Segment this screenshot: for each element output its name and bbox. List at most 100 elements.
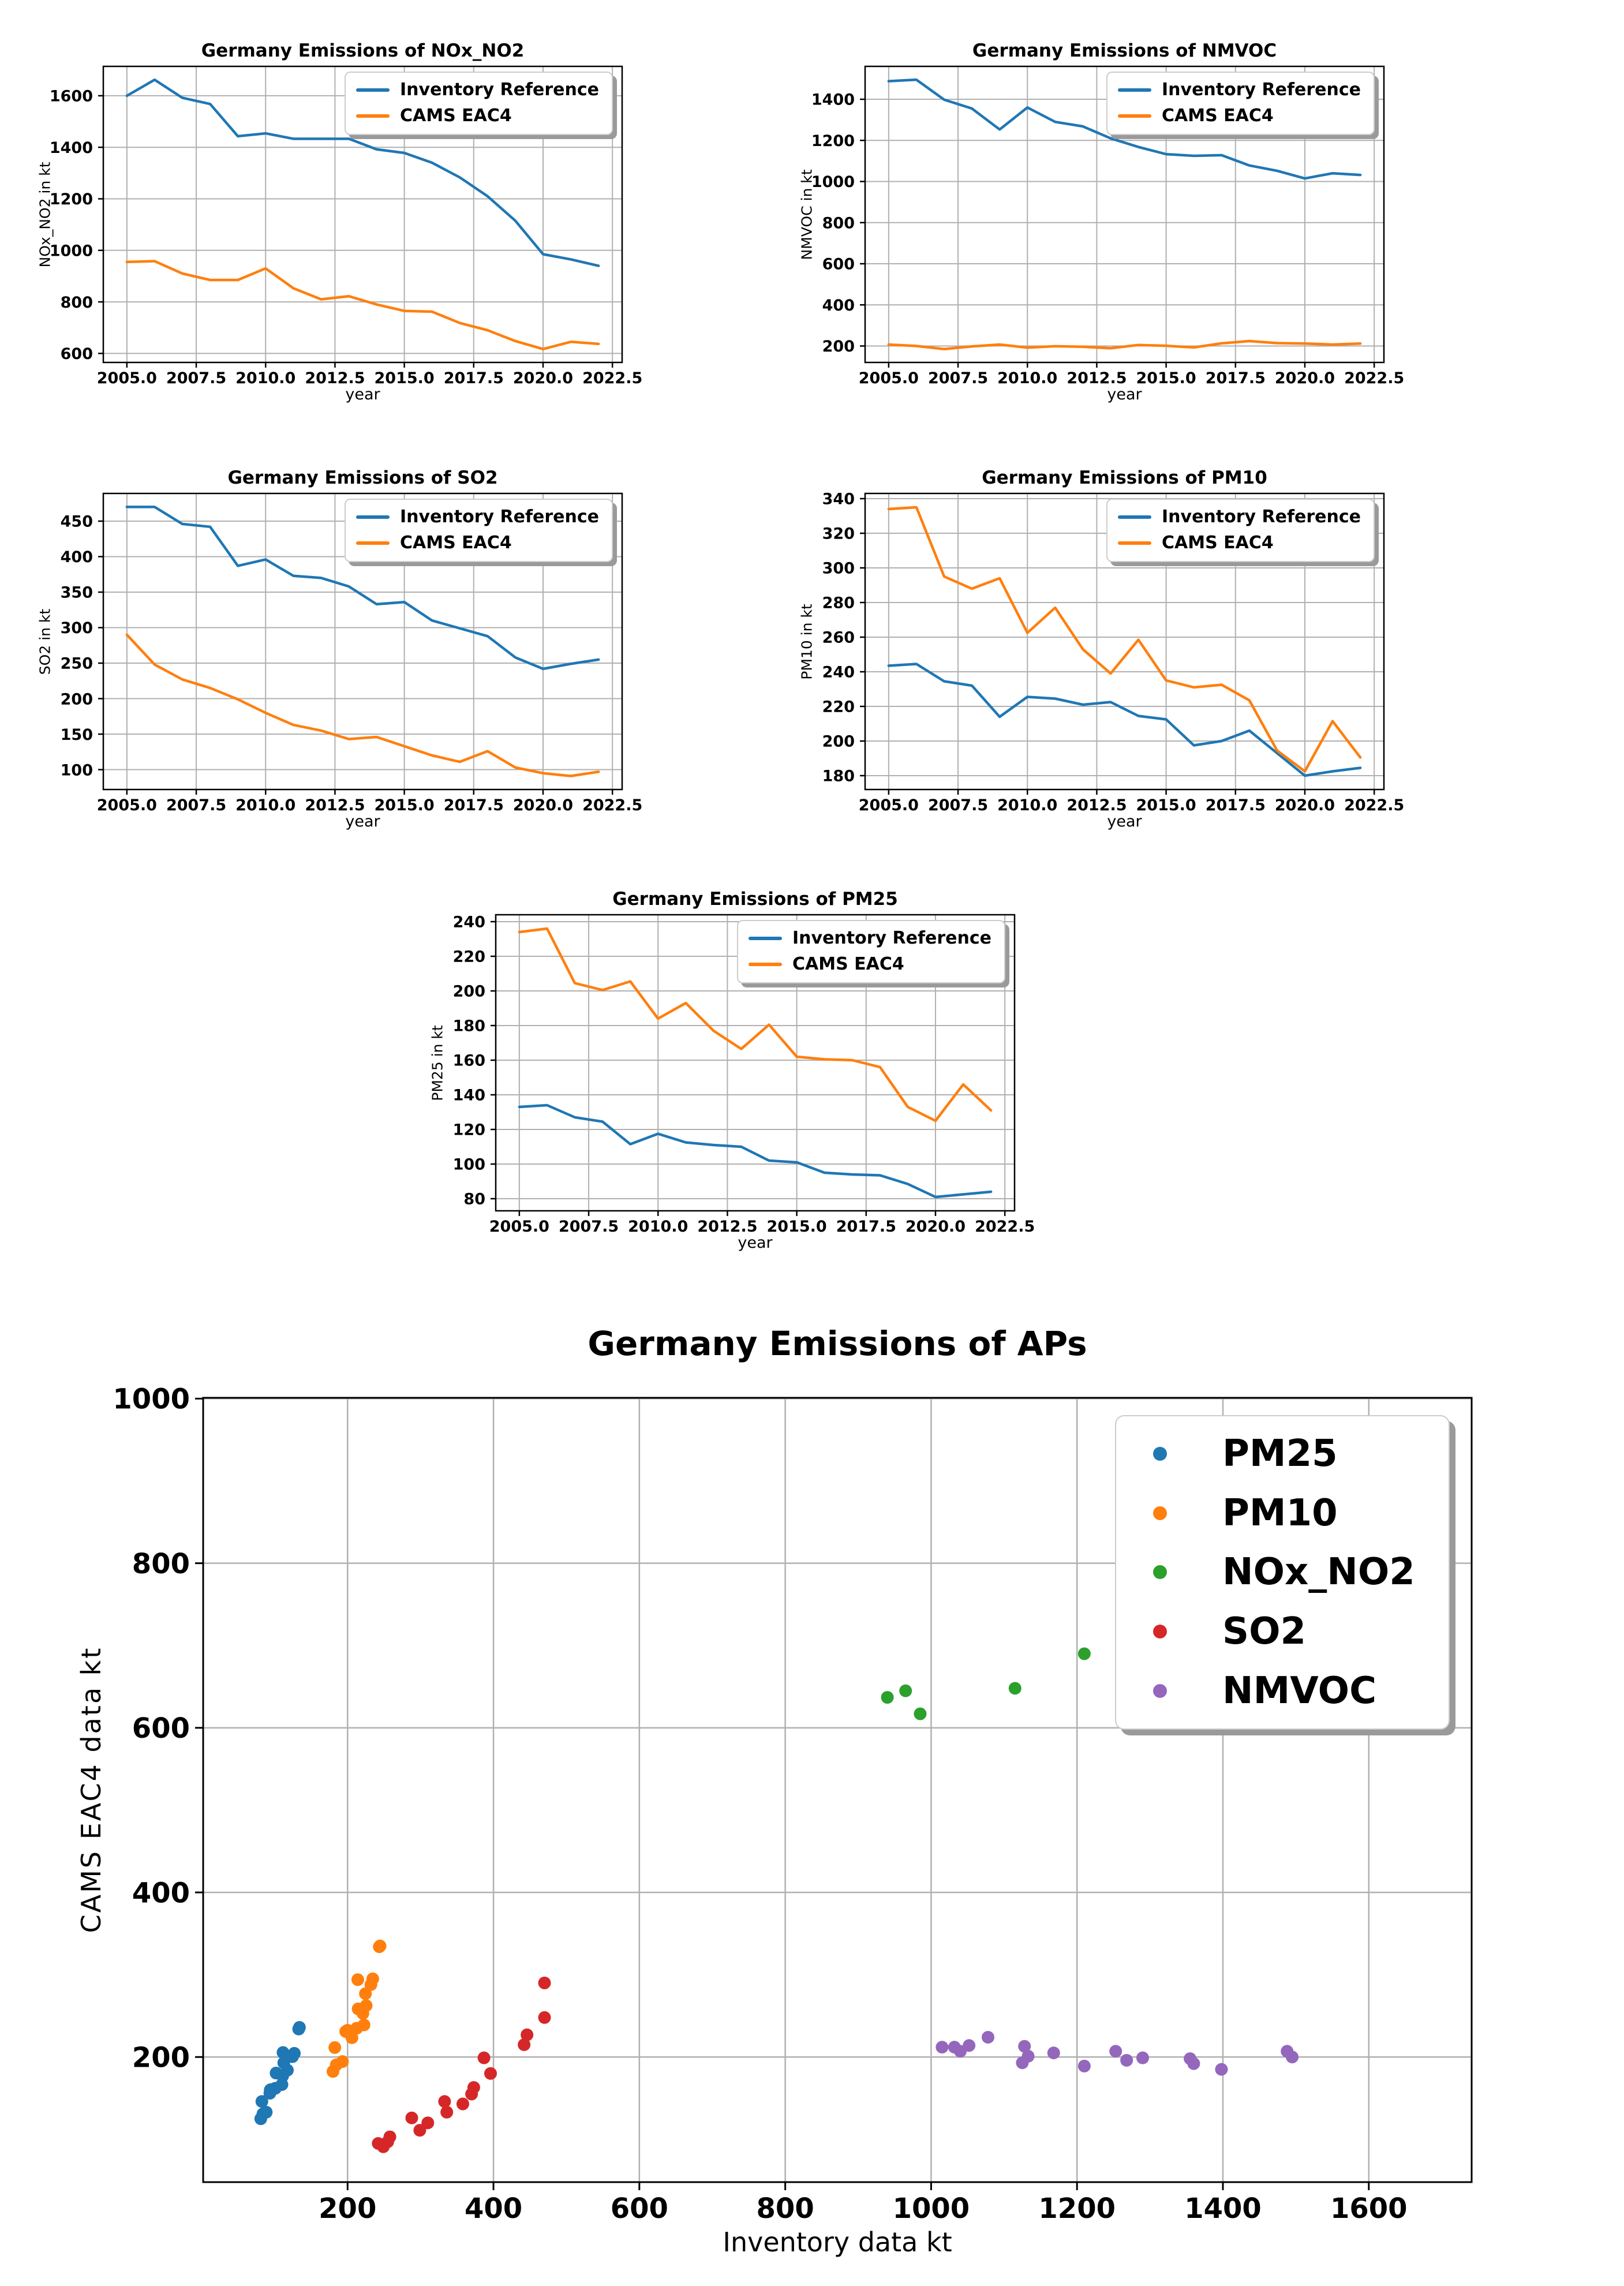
svg-text:2020.0: 2020.0 <box>513 369 573 387</box>
svg-text:1200: 1200 <box>50 190 93 208</box>
svg-text:2022.5: 2022.5 <box>582 796 642 814</box>
inventory-line-swatch <box>356 88 390 92</box>
svg-text:2010.0: 2010.0 <box>235 796 295 814</box>
legend-item-inventory: Inventory Reference <box>1118 80 1361 100</box>
y-axis-label: NMVOC in kt <box>798 169 815 260</box>
chart-nmvoc: 2005.0 2007.5 2010.0 2012.5 2015.0 2017.5 2020… <box>798 12 1405 410</box>
legend-label-pm25: PM25 <box>1222 1432 1338 1476</box>
x-axis-label: year <box>1107 813 1142 830</box>
legend-label-cams: CAMS EAC4 <box>400 106 512 126</box>
svg-text:2017.5: 2017.5 <box>836 1218 896 1236</box>
svg-text:2005.0: 2005.0 <box>97 369 157 387</box>
svg-text:2017.5: 2017.5 <box>444 796 504 814</box>
legend-item-cams: CAMS EAC4 <box>749 954 991 974</box>
svg-text:2015.0: 2015.0 <box>1136 369 1196 387</box>
svg-text:2017.5: 2017.5 <box>1206 369 1266 387</box>
x-axis-label: Inventory data kt <box>723 2227 952 2258</box>
nox-no2-dot-marker <box>1153 1565 1167 1580</box>
inventory-line-swatch <box>1118 88 1151 92</box>
legend-item-pm25: PM25 <box>1153 1432 1443 1475</box>
legend-label-cams: CAMS EAC4 <box>792 954 904 974</box>
nmvoc-dot-marker <box>1153 1683 1167 1698</box>
svg-text:180: 180 <box>453 1017 485 1035</box>
svg-text:2007.5: 2007.5 <box>928 369 988 387</box>
svg-text:160: 160 <box>453 1052 485 1070</box>
svg-text:80: 80 <box>463 1191 485 1209</box>
svg-text:2020.0: 2020.0 <box>1275 796 1335 814</box>
svg-text:2022.5: 2022.5 <box>975 1218 1035 1236</box>
legend-label-inventory: Inventory Reference <box>1162 507 1361 527</box>
x-axis-label: year <box>738 1234 773 1252</box>
x-axis-label: year <box>345 386 380 403</box>
svg-text:600: 600 <box>132 1712 190 1745</box>
svg-text:2012.5: 2012.5 <box>697 1218 757 1236</box>
svg-text:300: 300 <box>822 560 855 578</box>
svg-text:1400: 1400 <box>1184 2193 1262 2225</box>
svg-text:2015.0: 2015.0 <box>375 369 435 387</box>
svg-text:2015.0: 2015.0 <box>767 1218 827 1236</box>
svg-text:2022.5: 2022.5 <box>582 369 642 387</box>
svg-text:2012.5: 2012.5 <box>305 369 365 387</box>
svg-text:2012.5: 2012.5 <box>1067 369 1127 387</box>
svg-text:600: 600 <box>611 2193 668 2225</box>
svg-text:150: 150 <box>61 726 93 744</box>
legend: Inventory Reference CAMS EAC4 <box>345 499 613 562</box>
svg-text:200: 200 <box>132 2042 190 2074</box>
legend-label-inventory: Inventory Reference <box>792 928 991 948</box>
svg-text:2007.5: 2007.5 <box>559 1218 619 1236</box>
cams-line-swatch <box>1118 114 1151 118</box>
legend-label-nmvoc: NMVOC <box>1222 1669 1377 1712</box>
svg-text:2005.0: 2005.0 <box>859 369 919 387</box>
svg-text:300: 300 <box>61 619 93 637</box>
y-axis-label: PM10 in kt <box>798 604 815 680</box>
svg-text:2022.5: 2022.5 <box>1344 796 1404 814</box>
svg-text:600: 600 <box>822 256 855 274</box>
legend: Inventory Reference CAMS EAC4 <box>737 920 1005 983</box>
cams-line-swatch <box>749 962 782 966</box>
legend: PM25 PM10 NOx_NO2 SO2 NMVOC <box>1115 1415 1450 1730</box>
svg-text:140: 140 <box>453 1087 485 1105</box>
svg-text:400: 400 <box>465 2193 522 2225</box>
svg-text:2010.0: 2010.0 <box>628 1218 688 1236</box>
cams-line-swatch <box>356 114 390 118</box>
legend-item-pm10: PM10 <box>1153 1492 1443 1535</box>
svg-text:1400: 1400 <box>50 139 93 157</box>
svg-text:2012.5: 2012.5 <box>1067 796 1127 814</box>
svg-text:800: 800 <box>132 1548 190 1580</box>
svg-text:100: 100 <box>61 761 93 779</box>
svg-text:280: 280 <box>822 594 855 612</box>
legend-item-cams: CAMS EAC4 <box>1118 533 1361 553</box>
chart-so2: 2005.0 2007.5 2010.0 2012.5 2015.0 2017.5 2020… <box>36 439 643 837</box>
chart-title: Germany Emissions of NOx_NO2 <box>201 40 525 61</box>
inventory-line-swatch <box>356 515 390 519</box>
svg-text:800: 800 <box>822 214 855 232</box>
svg-text:350: 350 <box>61 584 93 602</box>
legend-item-cams: CAMS EAC4 <box>356 533 599 553</box>
svg-text:1600: 1600 <box>50 88 93 106</box>
y-axis-label: PM25 in kt <box>429 1025 446 1101</box>
svg-text:1200: 1200 <box>811 132 855 150</box>
legend-label-cams: CAMS EAC4 <box>1162 533 1274 553</box>
svg-text:1000: 1000 <box>113 1383 190 1416</box>
chart-title: Germany Emissions of PM10 <box>982 467 1267 488</box>
svg-text:220: 220 <box>822 698 855 716</box>
svg-text:200: 200 <box>453 983 485 1001</box>
svg-text:2022.5: 2022.5 <box>1344 369 1404 387</box>
svg-text:180: 180 <box>822 768 855 785</box>
svg-text:1000: 1000 <box>893 2193 970 2225</box>
svg-text:800: 800 <box>61 294 93 312</box>
legend-label-inventory: Inventory Reference <box>400 80 599 100</box>
inventory-line-swatch <box>749 936 782 940</box>
svg-text:200: 200 <box>822 338 855 356</box>
svg-text:2020.0: 2020.0 <box>1275 369 1335 387</box>
legend-item-inventory: Inventory Reference <box>356 507 599 527</box>
svg-text:2005.0: 2005.0 <box>489 1218 549 1236</box>
svg-text:800: 800 <box>757 2193 814 2225</box>
svg-text:2005.0: 2005.0 <box>859 796 919 814</box>
svg-text:2015.0: 2015.0 <box>375 796 435 814</box>
chart-title: Germany Emissions of SO2 <box>227 467 498 488</box>
svg-text:2005.0: 2005.0 <box>97 796 157 814</box>
chart-title: Germany Emissions of NMVOC <box>972 40 1277 61</box>
legend-label-inventory: Inventory Reference <box>1162 80 1361 100</box>
legend-label-nox-no2: NOx_NO2 <box>1222 1551 1415 1594</box>
